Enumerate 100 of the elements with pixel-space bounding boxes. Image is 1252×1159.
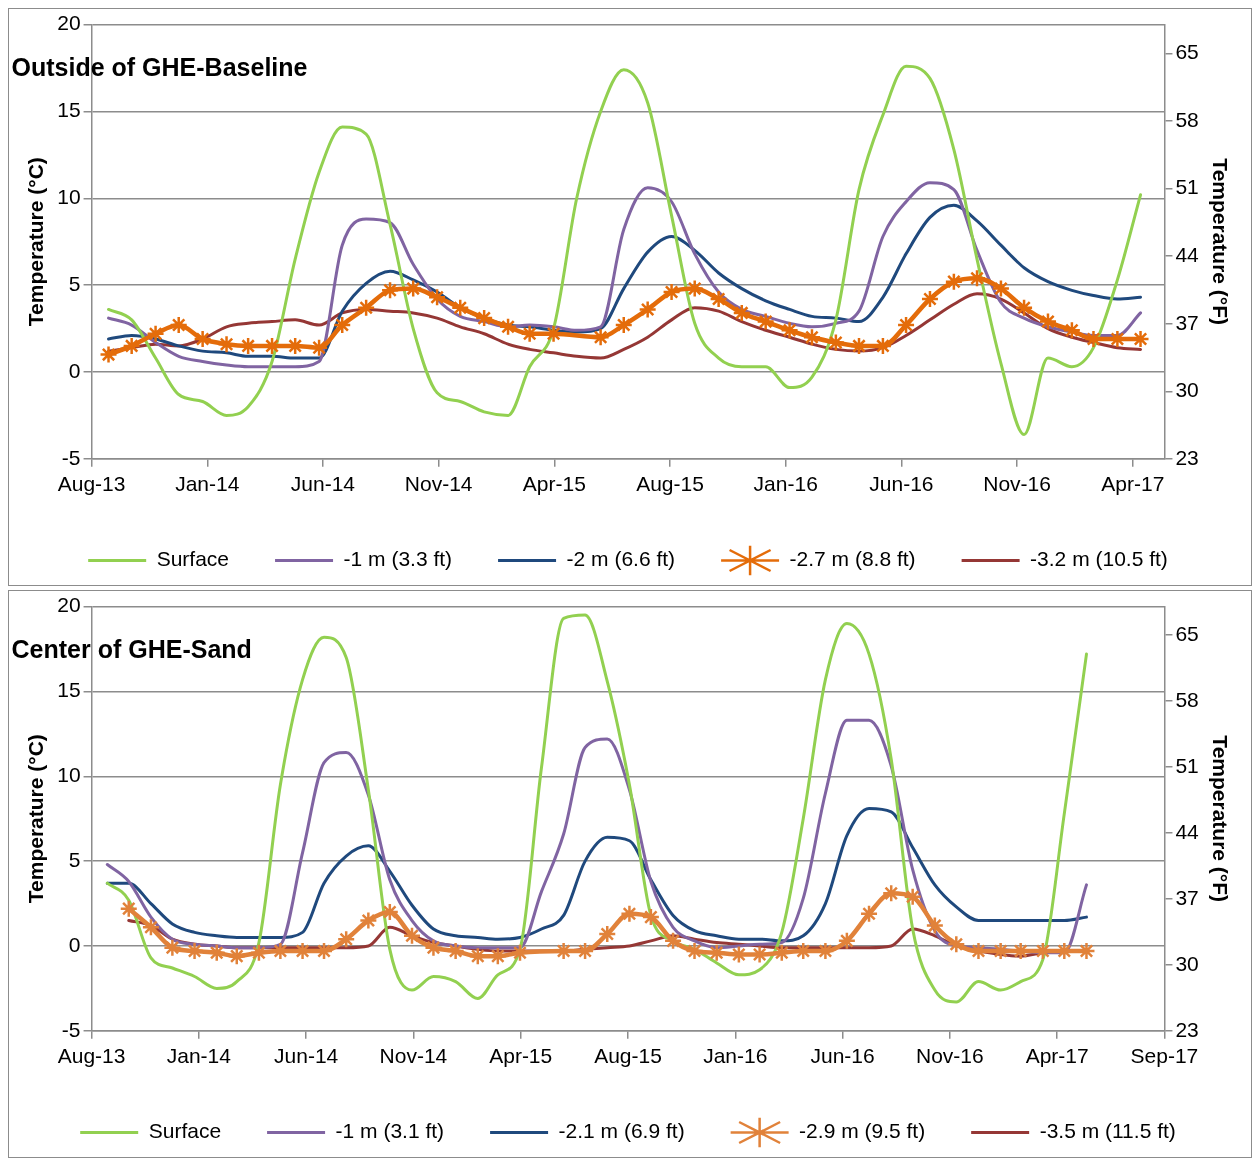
point (641, 907, 661, 927)
y2-tick-label: 37 (1175, 885, 1199, 909)
point (1131, 329, 1150, 349)
legend-label: -3.5 m (11.5 ft) (1039, 1119, 1176, 1143)
y-tick-label: 0 (68, 932, 81, 956)
point (1038, 312, 1058, 331)
point (837, 931, 857, 951)
y-axis-title: Temperature (°C) (24, 157, 48, 327)
point (510, 943, 530, 962)
point (141, 918, 161, 937)
point (314, 941, 334, 961)
y2-tick-label: 23 (1175, 1017, 1199, 1041)
x-tick-label: Jan-16 (703, 1044, 768, 1068)
point (146, 324, 165, 343)
x-tick-label: Nov-16 (916, 1044, 984, 1068)
x-tick-label: Sep-17 (1130, 1044, 1199, 1068)
y-tick-label: 5 (68, 847, 81, 871)
y2-tick-label: 44 (1175, 242, 1200, 266)
point (663, 931, 683, 951)
point (450, 298, 470, 317)
x-tick-label: Jan-14 (175, 472, 240, 496)
point (793, 941, 813, 961)
point (293, 941, 312, 961)
point (285, 336, 305, 356)
point (427, 288, 447, 307)
point (826, 333, 846, 352)
point (816, 941, 835, 961)
y2-axis-title: Temperature (°F) (1208, 735, 1232, 903)
point (554, 941, 573, 961)
point (614, 315, 634, 335)
point (881, 884, 901, 903)
point (598, 924, 617, 944)
y2-tick-label: 51 (1175, 753, 1199, 777)
x-tick-label: Apr-15 (522, 472, 586, 496)
y-tick-label: 5 (68, 271, 81, 295)
point (309, 338, 329, 357)
x-tick-label: Nov-14 (379, 1044, 448, 1068)
point (424, 938, 443, 957)
y-tick-label: 20 (57, 11, 81, 35)
x-tick-label: Jan-16 (753, 472, 818, 496)
x-tick-label: Apr-15 (489, 1044, 553, 1068)
point (468, 946, 488, 966)
y-tick-label: 15 (57, 98, 81, 122)
point (575, 941, 595, 961)
point (1108, 329, 1127, 349)
point (969, 941, 988, 961)
x-tick-label: Aug-15 (636, 472, 704, 496)
y-tick-label: 10 (57, 763, 81, 787)
y2-tick-label: 30 (1175, 378, 1199, 402)
y2-tick-label: 65 (1175, 40, 1199, 64)
point (1014, 298, 1034, 317)
point (729, 945, 749, 964)
point (380, 902, 400, 922)
point (332, 315, 352, 335)
legend-label: -2 m (6.6 ft) (566, 547, 676, 571)
point (925, 916, 945, 935)
point (802, 327, 822, 347)
x-tick-label: Jun-14 (274, 1044, 339, 1068)
y-tick-label: 0 (68, 358, 81, 382)
point (169, 315, 188, 335)
point (474, 308, 494, 328)
point (591, 327, 610, 347)
y-tick-label: 15 (57, 678, 81, 702)
x-tick-label: Jan-14 (166, 1044, 232, 1068)
y2-tick-label: 44 (1175, 819, 1200, 843)
x-tick-label: Nov-16 (983, 472, 1051, 496)
point (709, 289, 728, 309)
y2-tick-label: 58 (1175, 107, 1199, 131)
legend-label: -1 m (3.3 ft) (343, 547, 453, 571)
point (520, 324, 539, 343)
point (859, 904, 879, 923)
point (217, 334, 236, 354)
point (380, 281, 400, 300)
point (403, 279, 423, 298)
point (944, 272, 964, 291)
point (685, 941, 704, 961)
y2-axis-title: Temperature (°F) (1208, 158, 1232, 326)
point (903, 887, 922, 906)
legend-label: Surface (156, 547, 230, 571)
legend-label: -2.9 m (9.5 ft) (799, 1119, 926, 1143)
y2-tick-label: 37 (1175, 310, 1199, 334)
point (356, 298, 376, 317)
y2-tick-label: 23 (1175, 445, 1199, 469)
point (638, 300, 657, 319)
point (1033, 941, 1053, 961)
point (732, 303, 752, 323)
point (1011, 941, 1030, 961)
x-tick-label: Aug-15 (594, 1044, 662, 1068)
x-tick-label: Apr-17 (1025, 1044, 1089, 1068)
point (756, 312, 775, 331)
point (488, 946, 508, 966)
x-tick-label: Jun-14 (290, 472, 356, 496)
legend-label: Surface (148, 1119, 222, 1143)
point (402, 926, 422, 946)
point (446, 941, 465, 961)
point (249, 943, 269, 962)
point (873, 336, 893, 356)
y2-tick-label: 58 (1175, 687, 1199, 711)
y2-tick-label: 30 (1175, 951, 1199, 975)
point (920, 289, 940, 309)
